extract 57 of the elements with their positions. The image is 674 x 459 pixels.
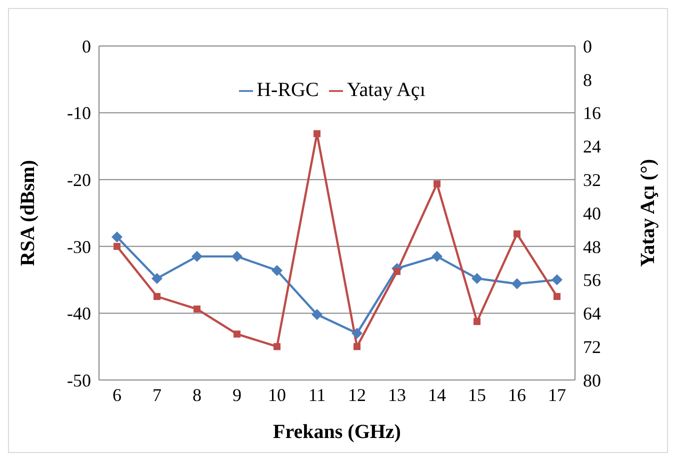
point (114, 242, 120, 250)
y2-tick-label: 16 (583, 103, 601, 124)
y2-axis-title: Yatay Açı (°) (637, 159, 660, 267)
point (154, 293, 160, 300)
y2-tick-label: 40 (583, 203, 601, 224)
point (112, 232, 122, 243)
x-tick-label: 12 (348, 384, 366, 405)
point (352, 328, 362, 339)
point (272, 264, 282, 276)
y2-tick-label: 24 (583, 136, 601, 157)
x-tick-label: 15 (468, 384, 486, 405)
point (354, 343, 360, 350)
x-tick-label: 7 (152, 384, 162, 405)
point (512, 278, 522, 290)
point (514, 230, 520, 238)
point (314, 130, 320, 138)
point (472, 272, 482, 284)
x-tick-label: 16 (508, 384, 526, 405)
point (434, 180, 440, 188)
point (312, 309, 322, 320)
point (234, 330, 240, 338)
y-tick-label: 0 (82, 36, 91, 56)
x-tick-label: 17 (548, 384, 566, 405)
y-tick-label: -10 (67, 103, 91, 124)
x-tick-label: 8 (192, 384, 202, 405)
point (474, 318, 480, 326)
y-tick-label: -30 (67, 236, 91, 257)
y2-tick-label: 64 (583, 304, 601, 324)
point (232, 250, 242, 262)
legend-label: H-RGC (256, 79, 319, 101)
point (394, 268, 400, 275)
x-tick-label: 13 (388, 384, 406, 405)
y-tick-label: -40 (67, 304, 91, 324)
x-tick-label: 11 (308, 384, 326, 405)
y2-tick-label: 80 (583, 370, 601, 390)
x-axis-title: Frekans (GHz) (273, 421, 401, 443)
x-tick-label: 10 (268, 384, 286, 405)
y2-tick-label: 0 (583, 36, 592, 56)
y-axis-title: RSA (dBsm) (17, 160, 40, 266)
point (192, 250, 202, 262)
x-tick-label: 9 (232, 384, 242, 405)
y2-tick-label: 56 (583, 270, 601, 290)
x-tick-label: 6 (112, 384, 122, 405)
point (152, 272, 162, 284)
y2-tick-label: 48 (583, 236, 601, 257)
point (552, 274, 562, 286)
y2-tick-label: 72 (583, 336, 601, 357)
y2-tick-label: 8 (583, 70, 592, 90)
point (432, 250, 442, 262)
x-tick-label: 14 (428, 384, 446, 405)
point (194, 306, 200, 313)
y2-tick-label: 32 (583, 170, 601, 190)
legend-label: Yatay Açı (346, 79, 426, 101)
point (554, 293, 560, 300)
y-tick-label: -50 (67, 370, 91, 390)
y-tick-label: -20 (67, 170, 91, 190)
point (274, 343, 280, 350)
